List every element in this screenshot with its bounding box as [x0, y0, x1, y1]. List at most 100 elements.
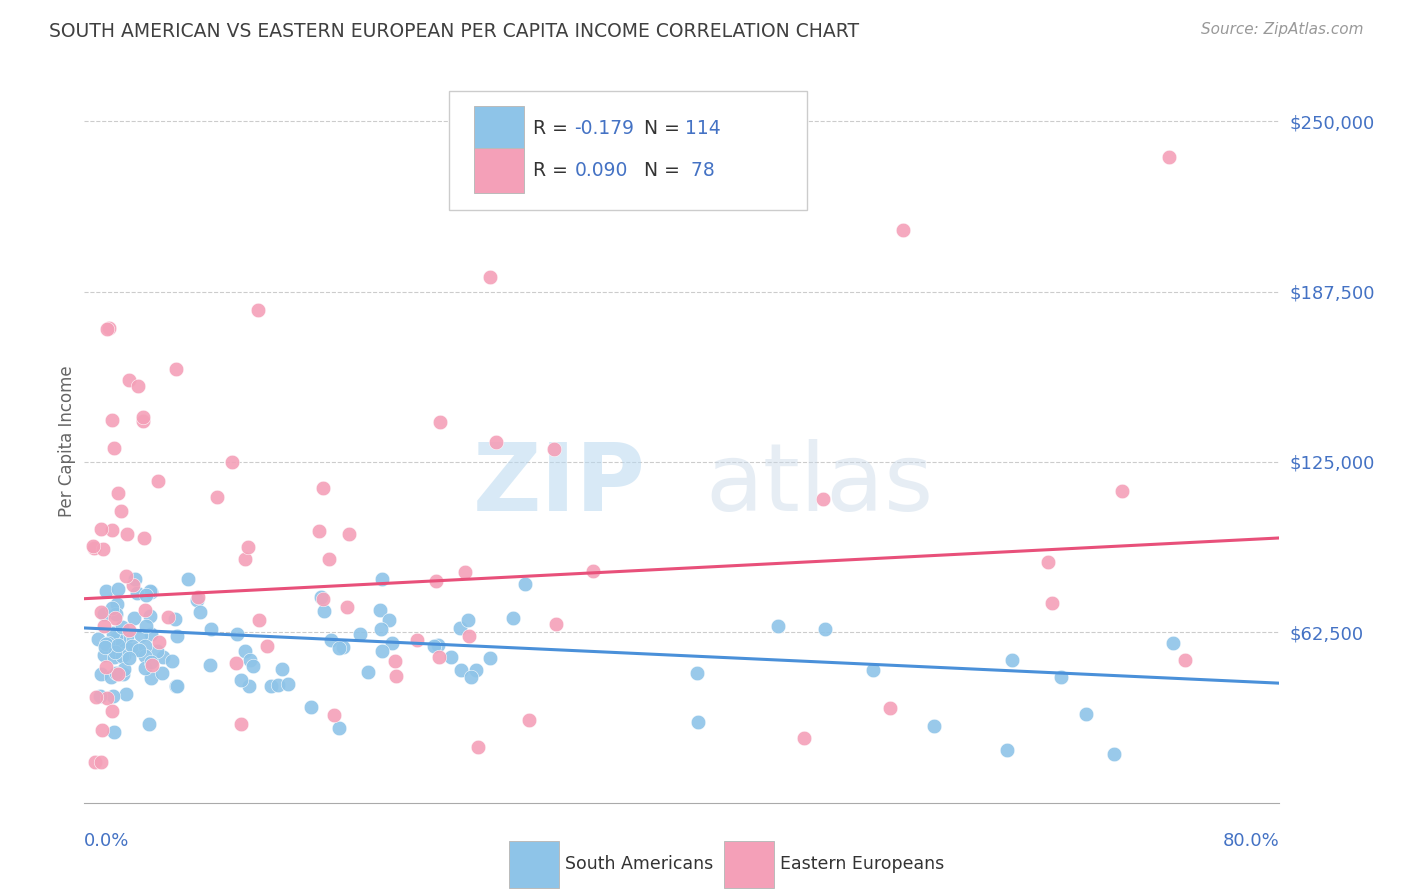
FancyBboxPatch shape	[724, 841, 773, 888]
Point	[97, 636, 120, 650]
Point	[177, 572, 200, 586]
Point	[112, 662, 135, 676]
Point	[309, 590, 332, 604]
Text: South Americans: South Americans	[565, 855, 713, 873]
Point	[319, 632, 342, 647]
Point	[115, 629, 138, 643]
Point	[107, 639, 129, 653]
Point	[513, 576, 536, 591]
Point	[128, 642, 150, 657]
Point	[105, 631, 128, 645]
Point	[111, 620, 134, 634]
Point	[371, 644, 394, 658]
Point	[93, 618, 115, 632]
Point	[582, 564, 605, 578]
Point	[385, 668, 408, 682]
Point	[233, 552, 256, 566]
Point	[166, 679, 188, 693]
Point	[323, 708, 346, 723]
Point	[108, 632, 131, 647]
Text: 114: 114	[686, 120, 721, 138]
Point	[277, 677, 299, 691]
Point	[312, 592, 335, 607]
Point	[318, 552, 340, 566]
Point	[200, 658, 222, 673]
Point	[127, 586, 149, 600]
Point	[1161, 636, 1184, 650]
Point	[239, 653, 262, 667]
Point	[236, 540, 259, 554]
Point	[328, 641, 350, 656]
Point	[449, 621, 471, 635]
Point	[299, 700, 322, 714]
Point	[84, 755, 107, 769]
Point	[187, 590, 209, 604]
Point	[138, 717, 160, 731]
Text: R =: R =	[533, 161, 574, 180]
Point	[467, 740, 489, 755]
Point	[1050, 670, 1073, 684]
Point	[163, 612, 186, 626]
Point	[98, 321, 121, 335]
Point	[256, 639, 278, 653]
Point	[1001, 653, 1024, 667]
Point	[132, 409, 155, 424]
Point	[105, 607, 128, 622]
Point	[129, 628, 152, 642]
Point	[249, 613, 271, 627]
Text: Eastern Europeans: Eastern Europeans	[780, 855, 945, 873]
Point	[135, 618, 157, 632]
Point	[124, 641, 146, 656]
Point	[429, 650, 451, 665]
Point	[200, 622, 222, 636]
Point	[90, 755, 112, 769]
Point	[225, 657, 247, 671]
Point	[100, 704, 122, 718]
Point	[104, 645, 127, 659]
Point	[105, 598, 128, 612]
Point	[111, 649, 134, 664]
Point	[186, 593, 208, 607]
Point	[127, 378, 149, 392]
FancyBboxPatch shape	[449, 91, 807, 211]
Point	[221, 455, 243, 469]
Point	[93, 607, 115, 621]
Point	[96, 322, 118, 336]
Point	[152, 649, 174, 664]
Point	[117, 373, 139, 387]
Point	[104, 611, 127, 625]
Point	[107, 667, 129, 681]
Text: R =: R =	[533, 120, 574, 138]
Point	[1173, 653, 1195, 667]
Point	[90, 605, 112, 619]
Point	[188, 605, 211, 619]
Point	[312, 604, 335, 618]
Point	[328, 721, 350, 735]
Point	[370, 622, 392, 636]
Text: N =: N =	[644, 120, 686, 138]
Point	[465, 663, 488, 677]
Point	[150, 665, 173, 680]
Point	[145, 644, 167, 658]
Point	[87, 632, 110, 646]
Point	[460, 670, 482, 684]
Point	[457, 613, 479, 627]
Point	[107, 486, 129, 500]
Point	[686, 665, 709, 680]
Point	[134, 649, 156, 664]
Point	[339, 526, 361, 541]
Point	[422, 639, 444, 653]
Point	[103, 649, 125, 664]
Point	[813, 491, 835, 506]
Point	[110, 504, 132, 518]
Point	[368, 602, 391, 616]
Point	[101, 523, 124, 537]
Point	[1104, 747, 1126, 761]
Text: 0.0%: 0.0%	[84, 831, 129, 850]
Point	[238, 680, 260, 694]
Point	[440, 649, 463, 664]
Text: 0.090: 0.090	[575, 161, 627, 180]
Point	[84, 690, 107, 704]
Text: Source: ZipAtlas.com: Source: ZipAtlas.com	[1201, 22, 1364, 37]
Point	[502, 611, 524, 625]
